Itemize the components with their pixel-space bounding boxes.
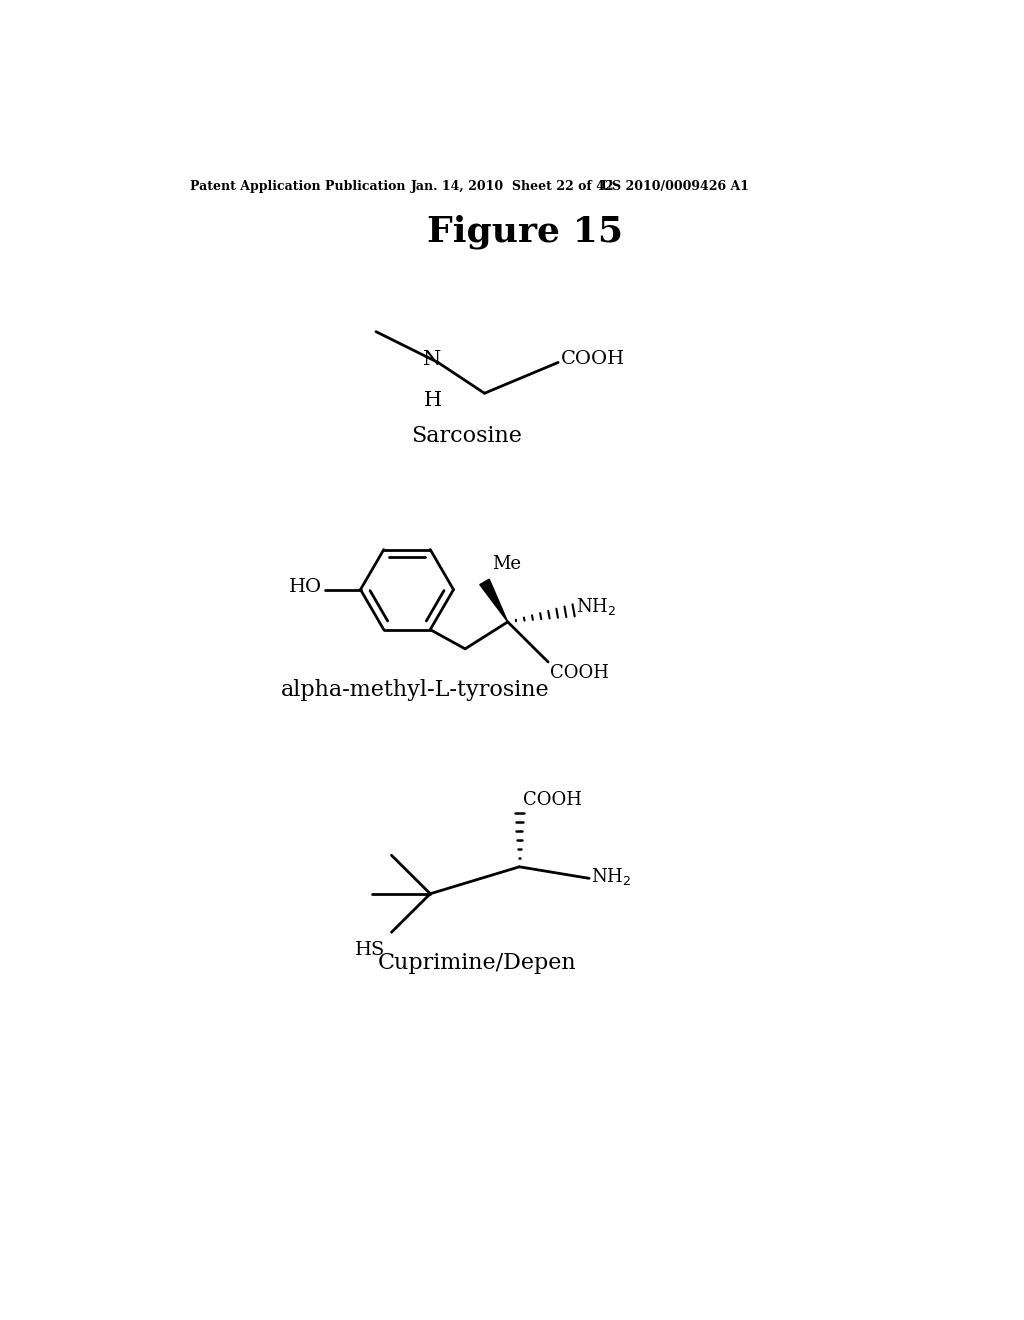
Text: H: H	[424, 368, 441, 409]
Text: NH$_2$: NH$_2$	[592, 866, 632, 887]
Text: Sarcosine: Sarcosine	[412, 425, 522, 446]
Text: US 2010/0009426 A1: US 2010/0009426 A1	[601, 181, 749, 194]
Text: HO: HO	[289, 578, 322, 595]
Text: alpha-methyl-L-tyrosine: alpha-methyl-L-tyrosine	[281, 678, 549, 701]
Text: Cuprimine/Depen: Cuprimine/Depen	[378, 952, 577, 974]
Text: COOH: COOH	[550, 664, 609, 682]
Text: Jan. 14, 2010  Sheet 22 of 42: Jan. 14, 2010 Sheet 22 of 42	[411, 181, 614, 194]
Text: COOH: COOH	[560, 350, 625, 368]
Text: COOH: COOH	[523, 791, 582, 809]
Text: NH$_2$: NH$_2$	[575, 597, 616, 616]
Text: N: N	[424, 350, 441, 368]
Text: Figure 15: Figure 15	[427, 214, 623, 248]
Text: Patent Application Publication: Patent Application Publication	[190, 181, 406, 194]
Text: HS: HS	[355, 941, 385, 960]
Text: Me: Me	[493, 554, 521, 573]
Polygon shape	[480, 579, 508, 622]
